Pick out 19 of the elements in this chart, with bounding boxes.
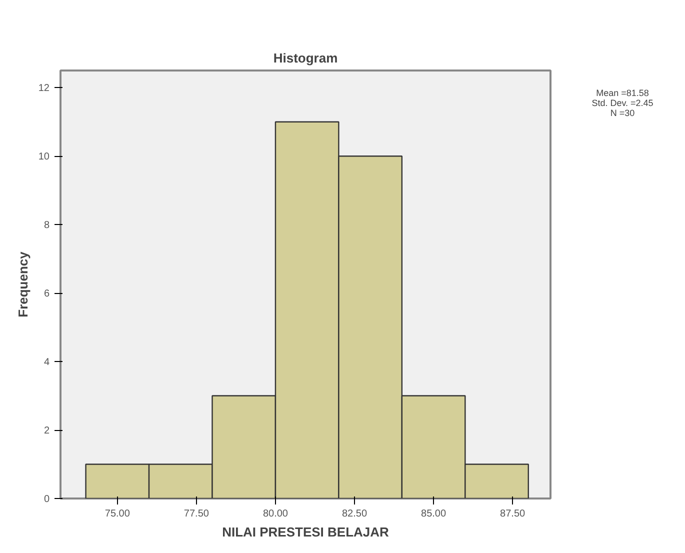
x-tick-label: 77.50	[184, 508, 210, 520]
text: Mean =81.58	[596, 88, 649, 98]
x-tick-label: 80.00	[262, 508, 288, 520]
chart-title: Histogram	[273, 50, 338, 66]
y-tick-label: 10	[38, 152, 50, 163]
y-tick-label: 2	[44, 426, 50, 437]
y-axis-title: Frequency	[15, 250, 30, 318]
x-tick-label: 87.50	[500, 508, 526, 520]
text: Std. Dev. =2.45	[592, 98, 654, 108]
y-tick-label: 4	[44, 357, 50, 368]
text: N =30	[610, 108, 635, 118]
y-tick-label: 8	[44, 220, 50, 232]
y-tick-label: 12	[38, 83, 50, 94]
x-tick-label: 85.00	[421, 508, 446, 520]
y-tick-label: 0	[44, 494, 50, 505]
x-tick-label: 82.50	[342, 508, 368, 520]
y-tick-label: 6	[44, 288, 50, 300]
x-tick-label: 75.00	[104, 508, 130, 520]
x-axis-title: NILAI PRESTESI BELAJAR	[222, 524, 390, 540]
